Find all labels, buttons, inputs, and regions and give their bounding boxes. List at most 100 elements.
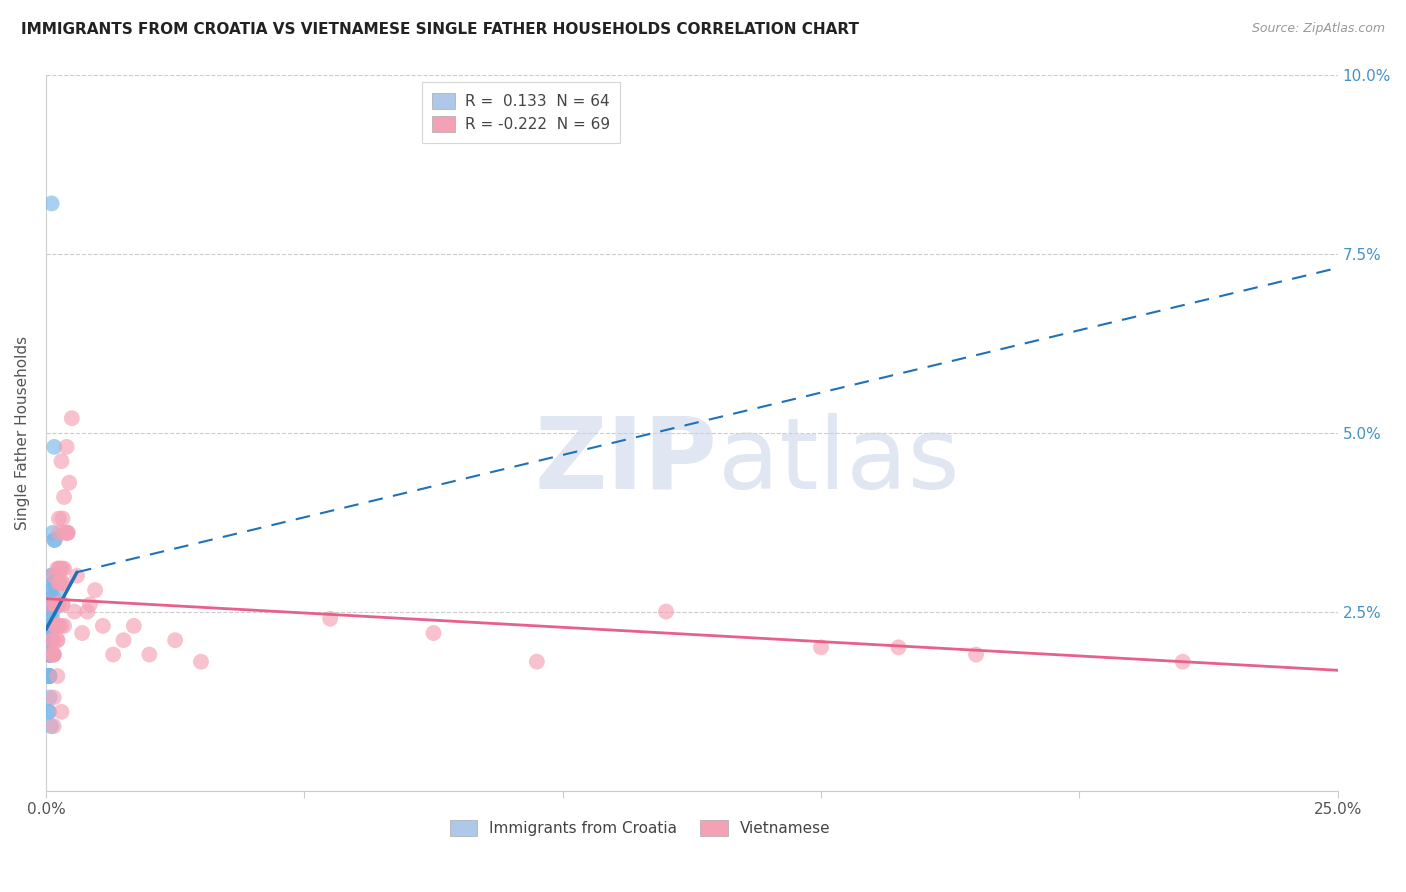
Point: [38, 648, 60, 662]
Point: [55, 440, 77, 454]
Point: [38, 669, 60, 683]
Point: [70, 626, 93, 640]
Point: [41, 525, 63, 540]
Point: [46, 633, 69, 648]
Point: [165, 633, 187, 648]
Point: [38, 669, 60, 683]
Point: [39, 633, 62, 648]
Point: [122, 619, 145, 633]
Point: [41, 619, 63, 633]
Point: [41, 648, 63, 662]
Point: [38, 619, 60, 633]
Point: [48, 598, 70, 612]
Point: [39, 619, 62, 633]
Point: [48, 575, 70, 590]
Point: [42, 648, 65, 662]
Point: [48, 619, 70, 633]
Point: [51, 454, 73, 468]
Point: [46, 598, 69, 612]
Point: [810, 640, 832, 655]
Point: [42, 648, 65, 662]
Point: [38, 648, 60, 662]
Point: [42, 591, 65, 605]
Point: [38, 648, 60, 662]
Point: [46, 619, 69, 633]
Point: [39, 619, 62, 633]
Point: [44, 619, 66, 633]
Point: [58, 475, 80, 490]
Point: [39, 598, 62, 612]
Point: [39, 583, 62, 598]
Point: [44, 619, 66, 633]
Point: [655, 605, 678, 619]
Point: [39, 719, 62, 733]
Point: [76, 605, 98, 619]
Point: [46, 598, 69, 612]
Point: [41, 633, 63, 648]
Point: [44, 598, 66, 612]
Point: [66, 568, 89, 582]
Point: [48, 511, 70, 525]
Point: [42, 619, 65, 633]
Point: [53, 490, 76, 504]
Point: [41, 619, 63, 633]
Point: [38, 648, 60, 662]
Point: [46, 633, 69, 648]
Point: [91, 619, 114, 633]
Point: [526, 655, 548, 669]
Point: [46, 669, 69, 683]
Point: [41, 619, 63, 633]
Point: [38, 648, 60, 662]
Point: [79, 598, 101, 612]
Point: [190, 655, 212, 669]
Point: [39, 598, 62, 612]
Point: [53, 525, 76, 540]
Point: [51, 511, 73, 525]
Point: [42, 568, 65, 582]
Point: [41, 619, 63, 633]
Point: [60, 411, 83, 425]
Point: [41, 598, 63, 612]
Point: [39, 633, 62, 648]
Point: [56, 525, 79, 540]
Point: [41, 619, 63, 633]
Point: [38, 705, 60, 719]
Point: [48, 575, 70, 590]
Point: [38, 669, 60, 683]
Point: [41, 598, 63, 612]
Point: [38, 648, 60, 662]
Point: [38, 648, 60, 662]
Point: [84, 583, 107, 598]
Point: [101, 648, 124, 662]
Point: [51, 598, 73, 612]
Point: [41, 598, 63, 612]
Text: atlas: atlas: [717, 413, 959, 509]
Point: [39, 633, 62, 648]
Point: [39, 633, 62, 648]
Point: [422, 626, 444, 640]
Point: [44, 533, 66, 547]
Point: [42, 719, 65, 733]
Point: [39, 605, 62, 619]
Point: [51, 705, 73, 719]
Point: [41, 598, 63, 612]
Point: [45, 575, 67, 590]
Point: [41, 196, 63, 211]
Point: [41, 619, 63, 633]
Point: [42, 690, 65, 705]
Point: [44, 575, 66, 590]
Point: [38, 669, 60, 683]
Point: [38, 705, 60, 719]
Point: [56, 525, 79, 540]
Point: [44, 440, 66, 454]
Point: [44, 533, 66, 547]
Point: [53, 561, 76, 575]
Point: [51, 561, 73, 575]
Point: [41, 605, 63, 619]
Point: [51, 598, 73, 612]
Point: [112, 633, 135, 648]
Point: [41, 568, 63, 582]
Point: [42, 648, 65, 662]
Point: [38, 669, 60, 683]
Point: [48, 525, 70, 540]
